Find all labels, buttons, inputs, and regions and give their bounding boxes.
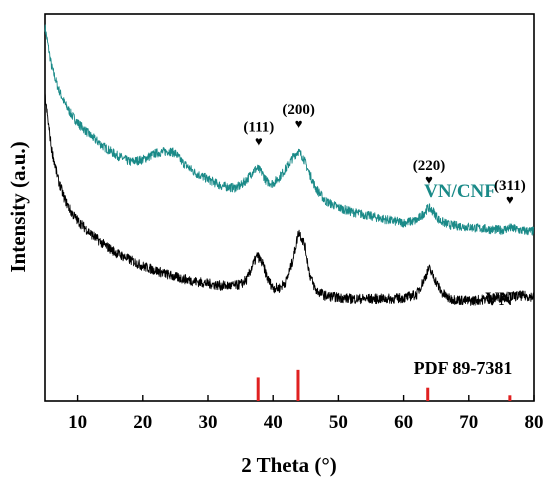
x-tick-label: 40	[264, 412, 283, 433]
x-tick-label: 70	[459, 412, 478, 433]
heart-marker-icon: ♥	[295, 116, 303, 131]
series-line-vn	[44, 92, 535, 306]
heart-marker-icon: ♥	[255, 134, 263, 149]
x-axis-label: 2 Theta (°)	[241, 453, 337, 477]
x-tick-label: 20	[133, 412, 152, 433]
x-tick-label: 50	[329, 412, 348, 433]
peak-annotation-label: (311)	[494, 178, 526, 194]
annotation-layer: ♥(111) ♥(200)♥(220)♥(311)	[243, 102, 525, 207]
peak-annotation-label: (200)	[282, 102, 315, 118]
x-tick-label: 60	[394, 412, 413, 433]
plot-frame	[44, 13, 535, 402]
series-label-vn-cnf: VN/CNF	[424, 181, 496, 202]
reference-pattern-layer	[256, 369, 512, 401]
heart-marker-icon: ♥	[425, 172, 433, 187]
peak-annotation-label: (220)	[413, 158, 446, 174]
x-tick-label: 10	[68, 412, 87, 433]
y-axis-label: Intensity (a.u.)	[6, 141, 30, 272]
x-tick-group: 10 20 30 40 50 60 70 80	[68, 395, 544, 433]
heart-marker-icon: ♥	[506, 192, 514, 207]
reference-pattern-label: PDF 89-7381	[414, 358, 513, 378]
x-tick-label: 80	[525, 412, 544, 433]
series-line-vn-cnf	[44, 24, 535, 236]
peak-annotation-label: (111)	[243, 120, 274, 136]
series-label-vn: VN	[485, 289, 513, 310]
x-tick-label: 30	[199, 412, 218, 433]
series-layer	[44, 24, 535, 306]
